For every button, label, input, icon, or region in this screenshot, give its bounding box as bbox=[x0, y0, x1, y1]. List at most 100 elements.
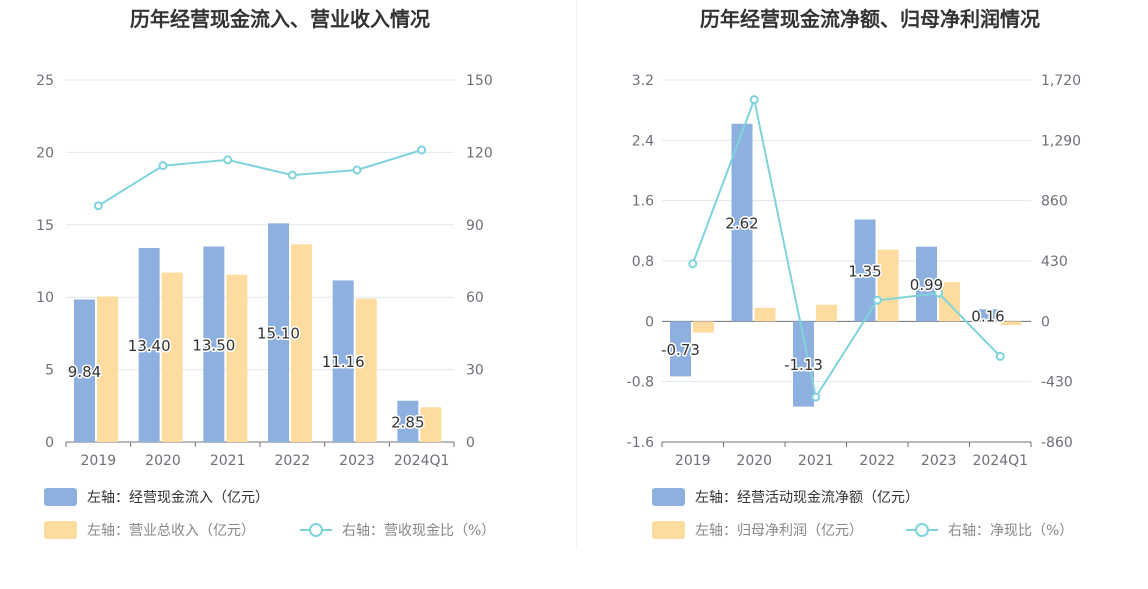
bar-secondary bbox=[97, 296, 118, 442]
left-axis-tick-label: 5 bbox=[45, 363, 54, 379]
left-axis-tick-label: 3.2 bbox=[632, 73, 654, 89]
right-axis-tick-label: 60 bbox=[466, 290, 484, 306]
bar-secondary bbox=[877, 249, 899, 322]
ratio-point bbox=[934, 288, 944, 298]
cashflow-revenue-chart: 历年经营现金流入、营业收入情况 0 0 5 30 10 60 15 90 20 120 25 150 20… bbox=[36, 7, 495, 539]
left-axis-tick-label: 0.8 bbox=[632, 254, 654, 270]
left-axis-tick-label: 15 bbox=[36, 218, 54, 234]
ratio-point bbox=[287, 170, 297, 180]
bar-secondary bbox=[693, 321, 714, 333]
ratio-point bbox=[352, 165, 362, 175]
x-axis-tick-label: 2022 bbox=[275, 453, 311, 469]
left-axis-tick-label: 0 bbox=[45, 435, 54, 451]
x-axis-tick-label: 2019 bbox=[675, 453, 711, 469]
ratio-point bbox=[158, 161, 168, 171]
bar-primary bbox=[74, 299, 95, 442]
bar-primary bbox=[731, 123, 753, 322]
net-cashflow-profit-chart: 历年经营现金流净额、归母净利润情况 -1.6 -860 -0.8 -430 0 0 0.8 43… bbox=[627, 7, 1081, 539]
bar-secondary bbox=[420, 407, 442, 442]
bar-data-label: 9.84 bbox=[68, 363, 101, 381]
x-axis-tick-label: 2020 bbox=[736, 453, 772, 469]
x-axis-tick-label: 2019 bbox=[81, 453, 117, 469]
ratio-point bbox=[93, 201, 103, 211]
bar-primary bbox=[268, 223, 289, 442]
bar-data-label: 0.99 bbox=[910, 276, 943, 294]
x-axis-tick-label: 2020 bbox=[145, 453, 181, 469]
bar-secondary bbox=[816, 304, 837, 322]
bar-data-label: -0.73 bbox=[661, 341, 700, 359]
bar-secondary bbox=[161, 272, 183, 442]
bar-secondary bbox=[291, 244, 312, 442]
bar-primary bbox=[793, 321, 814, 407]
ratio-point bbox=[995, 351, 1005, 361]
bar-secondary bbox=[754, 307, 776, 322]
right-axis-tick-label: 30 bbox=[466, 363, 484, 379]
bar-primary bbox=[916, 246, 937, 322]
legend-swatch-secondary bbox=[652, 521, 685, 539]
legend-swatch-primary bbox=[44, 488, 77, 506]
ratio-point bbox=[749, 95, 759, 105]
legend-swatch-primary bbox=[652, 488, 685, 506]
bar-secondary bbox=[1000, 321, 1022, 326]
right-axis-tick-label: 150 bbox=[466, 73, 493, 89]
bar-data-label: 13.40 bbox=[128, 337, 171, 355]
ratio-point bbox=[688, 259, 698, 269]
legend-label-primary: 左轴：经营现金流入（亿元） bbox=[87, 490, 269, 506]
right-axis-tick-label: 120 bbox=[466, 145, 493, 161]
bar-primary bbox=[138, 247, 160, 442]
x-axis-tick-label: 2021 bbox=[798, 453, 834, 469]
right-axis-tick-label: 0 bbox=[1041, 314, 1050, 330]
bar-primary bbox=[670, 321, 691, 377]
left-axis-tick-label: -0.8 bbox=[627, 375, 654, 391]
x-axis-tick-label: 2021 bbox=[210, 453, 246, 469]
bar-secondary bbox=[226, 274, 248, 442]
left-axis-tick-label: 0 bbox=[645, 314, 654, 330]
ratio-point bbox=[811, 392, 821, 402]
legend-label-secondary: 左轴：归母净利润（亿元） bbox=[695, 522, 863, 539]
left-axis-tick-label: 2.4 bbox=[632, 133, 654, 149]
chart-group: 历年经营现金流净额、归母净利润情况 -1.6 -860 -0.8 -430 0 0 0.8 43… bbox=[627, 7, 1081, 539]
bar-data-label: 13.50 bbox=[192, 336, 235, 354]
bar-data-label: 1.35 bbox=[848, 262, 881, 280]
bar-data-label: 2.85 bbox=[391, 413, 424, 431]
bar-primary bbox=[854, 219, 876, 322]
chart-group: 历年经营现金流入、营业收入情况 0 0 5 30 10 60 15 90 20 120 25 150 20… bbox=[36, 7, 495, 539]
left-axis-tick-label: 10 bbox=[36, 290, 54, 306]
legend-swatch-line-marker bbox=[915, 523, 929, 537]
bar-secondary bbox=[355, 298, 377, 442]
chart-title: 历年经营现金流净额、归母净利润情况 bbox=[700, 7, 1040, 31]
legend-label-secondary: 左轴：营业总收入（亿元） bbox=[87, 523, 255, 539]
left-axis-tick-label: -1.6 bbox=[627, 435, 654, 451]
panel-divider bbox=[576, 0, 577, 550]
ratio-line bbox=[97, 149, 422, 207]
x-axis-tick-label: 2024Q1 bbox=[394, 453, 450, 469]
ratio-point bbox=[417, 145, 427, 155]
bar-primary bbox=[977, 309, 999, 322]
bar-data-label: -1.13 bbox=[784, 356, 823, 374]
right-axis-tick-label: 860 bbox=[1041, 194, 1068, 210]
bar-secondary bbox=[939, 282, 960, 322]
bar-data-label: 0.16 bbox=[971, 307, 1004, 325]
right-axis-tick-label: 430 bbox=[1041, 254, 1068, 270]
right-axis-tick-label: 1,720 bbox=[1041, 73, 1081, 89]
legend-label-line: 右轴：营收现金比（%） bbox=[342, 523, 495, 539]
legend-swatch-line-marker bbox=[309, 523, 323, 537]
bar-data-label: 15.10 bbox=[257, 325, 300, 343]
x-axis-tick-label: 2024Q1 bbox=[972, 453, 1028, 469]
left-axis-tick-label: 1.6 bbox=[632, 194, 654, 210]
right-axis-tick-label: -860 bbox=[1041, 435, 1073, 451]
left-axis-tick-label: 25 bbox=[36, 73, 54, 89]
bar-data-label: 2.62 bbox=[725, 215, 758, 233]
ratio-point bbox=[223, 155, 233, 165]
ratio-point bbox=[872, 295, 882, 305]
x-axis-tick-label: 2022 bbox=[859, 453, 895, 469]
chart-panel-left: 历年经营现金流入、营业收入情况 0 0 5 30 10 60 15 90 20 120 25 150 20… bbox=[36, 7, 495, 539]
legend-label-line: 右轴：净现比（%） bbox=[948, 523, 1073, 539]
bar-primary bbox=[332, 280, 354, 442]
legend-label-primary: 左轴：经营活动现金流净额（亿元） bbox=[695, 490, 919, 506]
bar-data-label: 11.16 bbox=[322, 353, 365, 371]
chart-title: 历年经营现金流入、营业收入情况 bbox=[130, 7, 430, 31]
right-axis-tick-label: 0 bbox=[466, 435, 475, 451]
right-axis-tick-label: 90 bbox=[466, 218, 484, 234]
legend-swatch-secondary bbox=[44, 521, 77, 539]
